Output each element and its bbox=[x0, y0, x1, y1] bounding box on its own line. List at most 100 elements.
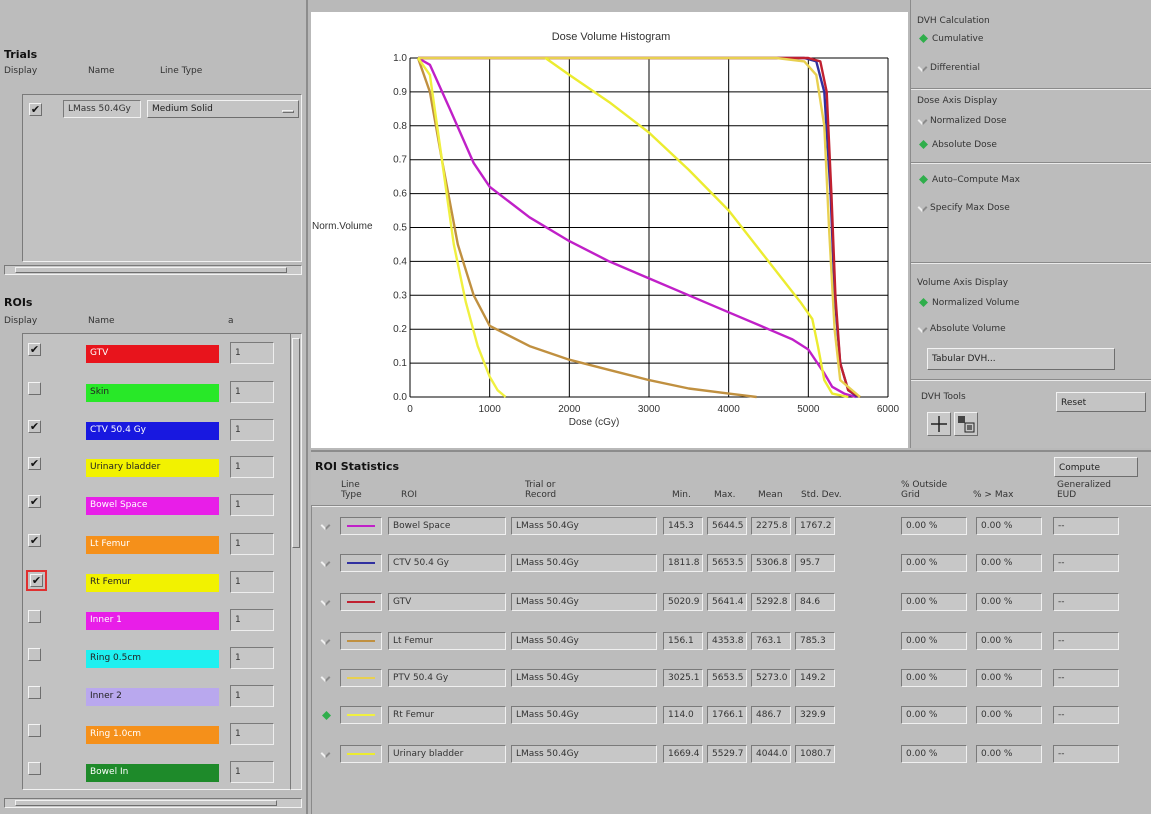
roi-name-color-box[interactable]: Lt Femur bbox=[86, 536, 219, 554]
roi-alpha-field[interactable]: 1 bbox=[230, 761, 274, 783]
roi-alpha-field[interactable]: 1 bbox=[230, 723, 274, 745]
stats-header-mean: Mean bbox=[758, 490, 783, 500]
roi-name-color-box[interactable]: Skin bbox=[86, 384, 219, 402]
zoom-tool-button[interactable] bbox=[954, 412, 978, 436]
differential-radio[interactable] bbox=[917, 62, 928, 73]
specify-max-radio[interactable] bbox=[917, 202, 928, 213]
stats-row-select-radio[interactable] bbox=[322, 711, 331, 720]
stats-row-select-radio[interactable] bbox=[320, 596, 331, 607]
auto-compute-max-option[interactable]: Auto–Compute Max bbox=[919, 175, 1020, 185]
roi-display-checkbox[interactable] bbox=[28, 343, 41, 356]
roi-display-checkbox[interactable] bbox=[28, 457, 41, 470]
roi-name-color-box[interactable]: Bowel Space bbox=[86, 497, 219, 515]
stats-cell-std: 1767.2 bbox=[795, 517, 835, 535]
stats-cell-roi: Urinary bladder bbox=[388, 745, 506, 763]
trials-horizontal-scrollbar[interactable] bbox=[4, 265, 302, 275]
stats-cell-eud: -- bbox=[1053, 554, 1119, 572]
absolute-dose-radio[interactable] bbox=[919, 140, 928, 149]
normalized-volume-radio[interactable] bbox=[919, 298, 928, 307]
roi-name-color-box[interactable]: CTV 50.4 Gy bbox=[86, 422, 219, 440]
absolute-volume-option[interactable]: Absolute Volume bbox=[917, 323, 1006, 334]
stats-row[interactable]: PTV 50.4 Gy LMass 50.4Gy 3025.1 5653.5 5273.… bbox=[311, 666, 1119, 692]
roi-alpha-field[interactable]: 1 bbox=[230, 685, 274, 707]
roi-alpha-field[interactable]: 1 bbox=[230, 571, 274, 593]
roi-display-checkbox-wrap bbox=[26, 455, 47, 476]
roi-alpha-field[interactable]: 1 bbox=[230, 456, 274, 478]
trial-display-checkbox[interactable] bbox=[29, 103, 42, 116]
dvh-calc-cumulative-option[interactable]: Cumulative bbox=[919, 34, 983, 44]
roi-alpha-field[interactable]: 1 bbox=[230, 494, 274, 516]
absolute-dose-option[interactable]: Absolute Dose bbox=[919, 140, 997, 150]
crosshair-tool-button[interactable] bbox=[927, 412, 951, 436]
roi-display-checkbox[interactable] bbox=[28, 420, 41, 433]
roi-display-checkbox[interactable] bbox=[28, 724, 41, 737]
stats-row[interactable]: CTV 50.4 Gy LMass 50.4Gy 1811.8 5653.5 5306.… bbox=[311, 551, 1119, 577]
roi-alpha-field[interactable]: 1 bbox=[230, 419, 274, 441]
roi-display-checkbox[interactable] bbox=[28, 610, 41, 623]
roi-display-checkbox-wrap bbox=[26, 341, 47, 362]
stats-cell-trial: LMass 50.4Gy bbox=[511, 669, 657, 687]
reset-button[interactable]: Reset bbox=[1056, 392, 1146, 412]
roi-display-checkbox[interactable] bbox=[28, 495, 41, 508]
stats-cell-trial: LMass 50.4Gy bbox=[511, 554, 657, 572]
roi-display-checkbox[interactable] bbox=[28, 762, 41, 775]
stats-row-select-radio[interactable] bbox=[320, 748, 331, 759]
stats-cell-min: 145.3 bbox=[663, 517, 703, 535]
specify-max-dose-option[interactable]: Specify Max Dose bbox=[917, 202, 1010, 213]
rois-scroll-thumb[interactable] bbox=[292, 338, 300, 548]
stats-row[interactable]: GTV LMass 50.4Gy 5020.9 5641.4 5292.8 84.6 0.0… bbox=[311, 590, 1119, 616]
stats-cell-mean: 763.1 bbox=[751, 632, 791, 650]
roi-alpha-field[interactable]: 1 bbox=[230, 609, 274, 631]
stats-row-select-radio[interactable] bbox=[320, 672, 331, 683]
x-tick-label: 3000 bbox=[638, 404, 661, 415]
compute-button[interactable]: Compute bbox=[1054, 457, 1138, 477]
trials-scroll-thumb[interactable] bbox=[15, 267, 287, 273]
stats-cell-roi: PTV 50.4 Gy bbox=[388, 669, 506, 687]
auto-compute-radio[interactable] bbox=[919, 175, 928, 184]
normalized-dose-radio[interactable] bbox=[917, 115, 928, 126]
rois-hscroll-thumb[interactable] bbox=[15, 800, 277, 806]
roi-alpha-field[interactable]: 1 bbox=[230, 381, 274, 403]
stats-row[interactable]: Rt Femur LMass 50.4Gy 114.0 1766.1 486.7 329.… bbox=[311, 703, 1119, 729]
roi-name-color-box[interactable]: Inner 1 bbox=[86, 612, 219, 630]
tabular-dvh-button[interactable]: Tabular DVH... bbox=[927, 348, 1115, 370]
roi-display-checkbox[interactable] bbox=[28, 648, 41, 661]
rois-vertical-scrollbar[interactable] bbox=[290, 333, 302, 790]
rois-list bbox=[22, 333, 292, 790]
x-tick-label: 0 bbox=[407, 404, 413, 415]
stats-header-roi: ROI bbox=[401, 490, 417, 500]
normalized-dose-option[interactable]: Normalized Dose bbox=[917, 115, 1007, 126]
rois-horizontal-scrollbar[interactable] bbox=[4, 798, 302, 808]
stats-cell-outside: 0.00 % bbox=[901, 669, 967, 687]
roi-display-checkbox[interactable] bbox=[28, 686, 41, 699]
stats-row-select-radio[interactable] bbox=[320, 557, 331, 568]
roi-name-color-box[interactable]: Ring 1.0cm bbox=[86, 726, 219, 744]
stats-header-min: Min. bbox=[672, 490, 691, 500]
stats-cell-trial: LMass 50.4Gy bbox=[511, 706, 657, 724]
normalized-volume-option[interactable]: Normalized Volume bbox=[919, 298, 1019, 308]
roi-name-color-box[interactable]: Ring 0.5cm bbox=[86, 650, 219, 668]
line-type-swatch bbox=[340, 745, 382, 763]
roi-display-checkbox[interactable] bbox=[30, 574, 43, 587]
stats-row[interactable]: Lt Femur LMass 50.4Gy 156.1 4353.8 763.1 785.… bbox=[311, 629, 1119, 655]
dvh-calc-differential-option[interactable]: Differential bbox=[917, 62, 980, 73]
stats-row[interactable]: Bowel Space LMass 50.4Gy 145.3 5644.5 2275.8… bbox=[311, 514, 1119, 540]
stats-row-select-radio[interactable] bbox=[320, 520, 331, 531]
absolute-volume-radio[interactable] bbox=[917, 323, 928, 334]
roi-display-checkbox[interactable] bbox=[28, 382, 41, 395]
stats-cell-outside: 0.00 % bbox=[901, 517, 967, 535]
stats-row-select-radio[interactable] bbox=[320, 635, 331, 646]
roi-alpha-field[interactable]: 1 bbox=[230, 342, 274, 364]
stats-row[interactable]: Urinary bladder LMass 50.4Gy 1669.4 5529.7 4… bbox=[311, 742, 1119, 768]
stats-cell-outside: 0.00 % bbox=[901, 706, 967, 724]
roi-name-color-box[interactable]: Urinary bladder bbox=[86, 459, 219, 477]
roi-display-checkbox[interactable] bbox=[28, 534, 41, 547]
roi-alpha-field[interactable]: 1 bbox=[230, 533, 274, 555]
roi-alpha-field[interactable]: 1 bbox=[230, 647, 274, 669]
cumulative-radio[interactable] bbox=[919, 34, 928, 43]
roi-name-color-box[interactable]: GTV bbox=[86, 345, 219, 363]
roi-name-color-box[interactable]: Bowel In bbox=[86, 764, 219, 782]
trial-line-type-select[interactable]: Medium Solid bbox=[147, 100, 299, 118]
roi-name-color-box[interactable]: Inner 2 bbox=[86, 688, 219, 706]
roi-name-color-box[interactable]: Rt Femur bbox=[86, 574, 219, 592]
